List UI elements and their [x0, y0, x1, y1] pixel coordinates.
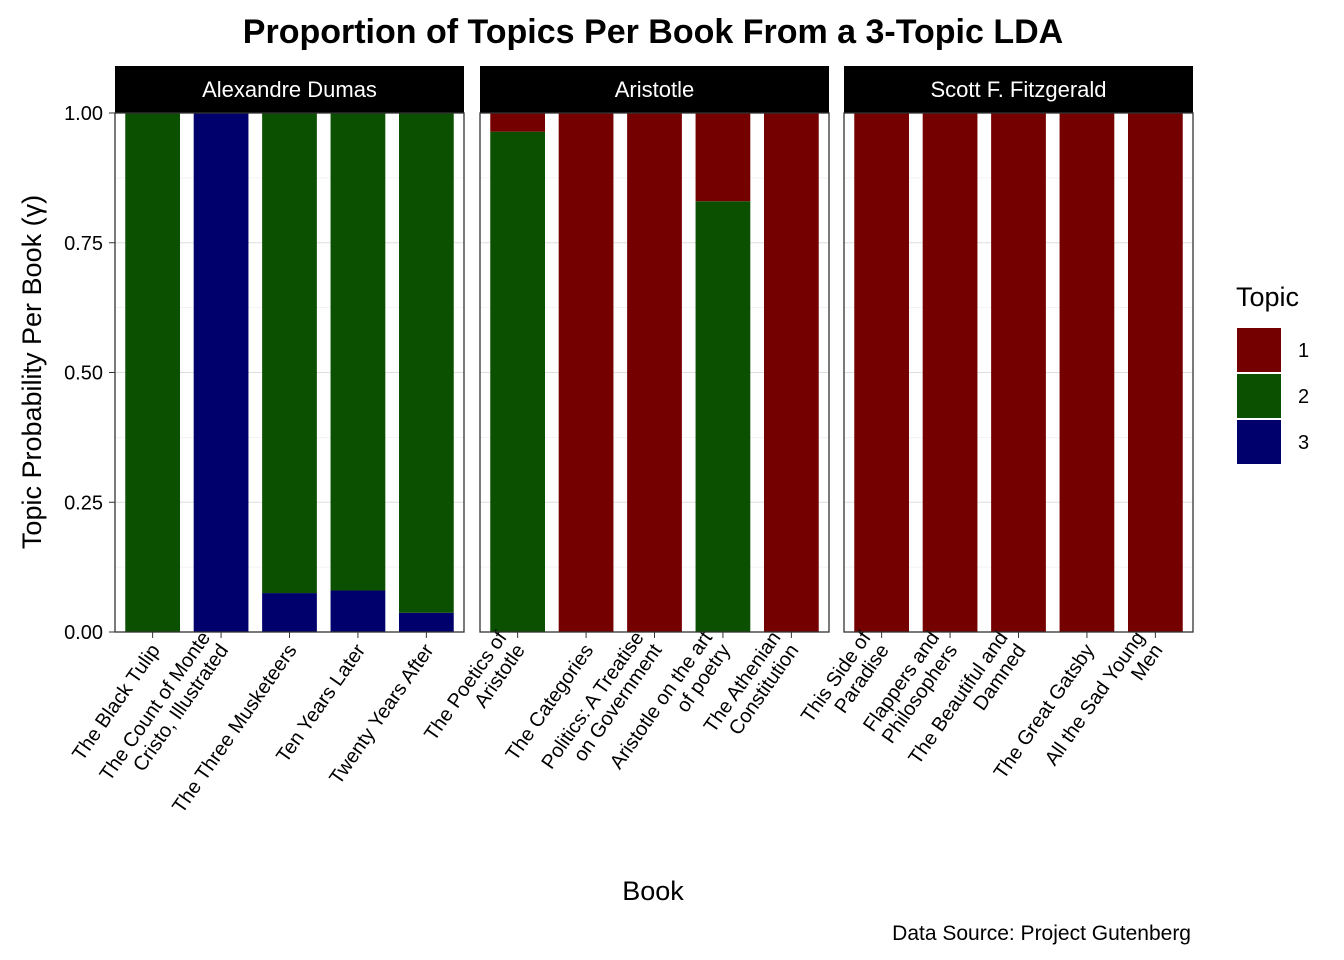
- bar-segment-topic-3: [193, 113, 249, 632]
- bar-segment-topic-3: [262, 593, 317, 632]
- caption: Data Source: Project Gutenberg: [892, 922, 1191, 945]
- bar-segment-topic-1: [763, 113, 819, 632]
- legend-key-topic-2: [1237, 374, 1281, 418]
- panel-border: [843, 112, 1194, 633]
- bar-segment-topic-1: [695, 113, 751, 202]
- bar-segment-topic-1: [854, 113, 910, 632]
- bar-segment-topic-1: [558, 113, 614, 632]
- y-axis: 0.00 0.25 0.50 0.75 1.00: [64, 103, 115, 644]
- bar-segment-topic-1: [1127, 113, 1183, 632]
- bar-segment-topic-2: [398, 113, 454, 613]
- bar-segment-topic-1: [1059, 113, 1115, 632]
- legend: Topic 1 2 3: [1236, 282, 1309, 464]
- legend-label: 1: [1298, 340, 1309, 362]
- y-tick-label: 0.75: [64, 233, 103, 255]
- legend-key-topic-1: [1237, 328, 1281, 372]
- facet-strip: [480, 66, 829, 113]
- y-tick-label: 1.00: [64, 103, 103, 125]
- panel-border: [479, 112, 830, 633]
- legend-title: Topic: [1236, 282, 1299, 312]
- facet-strip-label: Aristotle: [615, 77, 694, 102]
- bar-segment-topic-1: [627, 113, 682, 632]
- chart-title: Proportion of Topics Per Book From a 3-T…: [243, 13, 1063, 51]
- bar-segment-topic-1: [922, 113, 978, 632]
- legend-label: 2: [1298, 386, 1309, 408]
- facet-strip-label: Alexandre Dumas: [202, 77, 377, 102]
- y-tick-label: 0.50: [64, 363, 103, 385]
- bar-segment-topic-2: [695, 201, 751, 633]
- bar-segment-topic-2: [330, 113, 386, 591]
- facet-strip: [844, 66, 1193, 113]
- y-tick-label: 0.25: [64, 492, 103, 514]
- legend-key-topic-3: [1237, 420, 1281, 464]
- bar-segment-topic-1: [991, 113, 1046, 632]
- y-tick-label: 0.00: [64, 622, 103, 644]
- bar-segment-topic-3: [330, 590, 386, 632]
- facet-strip: [115, 66, 464, 113]
- legend-label: 3: [1298, 432, 1309, 454]
- bar-segment-topic-2: [125, 113, 181, 632]
- facet-strip-label: Scott F. Fitzgerald: [930, 77, 1106, 102]
- bar-segment-topic-1: [490, 113, 546, 132]
- x-axis-title: Book: [622, 876, 684, 906]
- y-axis-title: Topic Probability Per Book (γ): [17, 195, 47, 549]
- bar-segment-topic-2: [490, 131, 546, 632]
- bar-segment-topic-2: [262, 113, 317, 594]
- bar-segment-topic-3: [398, 612, 454, 632]
